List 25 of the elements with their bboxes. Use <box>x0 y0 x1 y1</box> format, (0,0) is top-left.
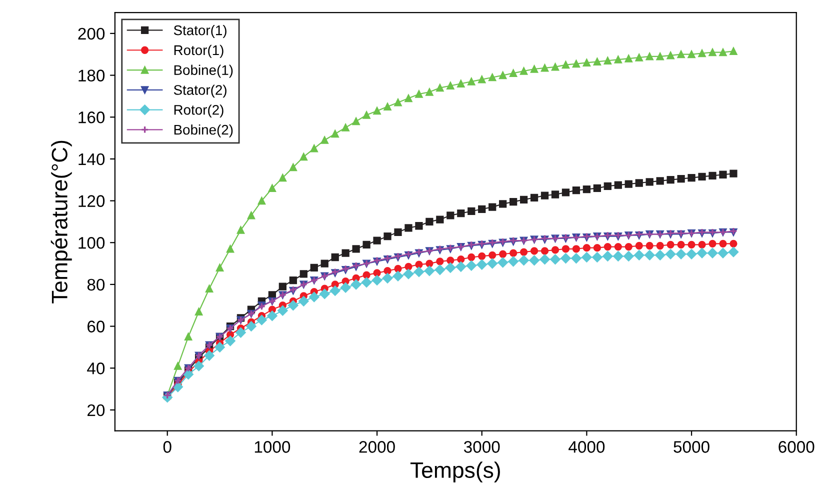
legend-label: Rotor(2) <box>174 104 224 118</box>
x-tick-label: 6000 <box>778 441 814 453</box>
y-tick-label: 120 <box>78 195 105 207</box>
y-tick-label: 100 <box>78 237 105 249</box>
x-axis-title: Temps(s) <box>410 462 500 482</box>
y-tick-label: 200 <box>78 28 105 40</box>
legend-label: Bobine(1) <box>174 64 233 78</box>
x-tick-label: 5000 <box>674 441 710 453</box>
x-tick-label: 1000 <box>254 441 290 453</box>
legend-label: Stator(2) <box>174 84 226 98</box>
x-tick-label: 4000 <box>568 441 605 453</box>
x-tick-label: 3000 <box>464 441 500 453</box>
y-tick-label: 180 <box>78 70 105 82</box>
y-tick-label: 140 <box>78 153 105 166</box>
x-tick-label: 2000 <box>359 441 395 453</box>
y-tick-label: 160 <box>78 112 105 124</box>
legend-label: Stator(1) <box>174 25 226 38</box>
y-tick-label: 40 <box>87 362 105 374</box>
legend-label: Bobine(2) <box>174 124 233 138</box>
y-axis-title: Température(°C) <box>50 140 72 304</box>
x-tick-label: 0 <box>163 441 172 453</box>
legend-label: Rotor(1) <box>174 44 224 58</box>
y-tick-label: 60 <box>88 320 105 332</box>
y-tick-label: 80 <box>87 278 105 291</box>
y-tick-label: 20 <box>88 404 105 416</box>
